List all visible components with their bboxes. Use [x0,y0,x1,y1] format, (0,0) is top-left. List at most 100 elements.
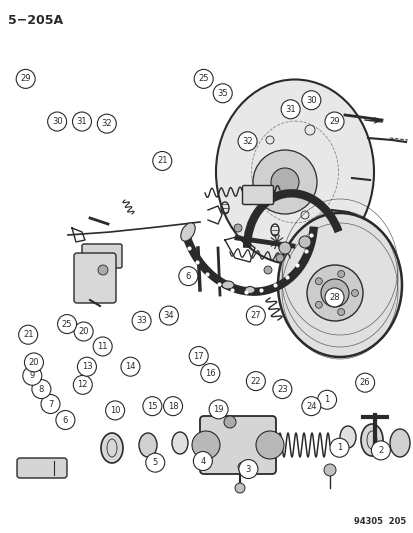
Text: 1: 1 [324,395,329,404]
Text: 9: 9 [30,372,35,380]
Text: 3: 3 [245,465,250,473]
Circle shape [329,438,348,457]
Text: 32: 32 [242,137,252,146]
Circle shape [74,322,93,341]
Circle shape [275,254,283,262]
Ellipse shape [216,79,373,264]
Text: 4: 4 [200,457,205,465]
Text: 21: 21 [23,330,33,339]
Text: 34: 34 [163,311,174,320]
FancyBboxPatch shape [74,253,116,303]
Circle shape [152,151,171,171]
Text: 18: 18 [167,402,178,410]
Circle shape [98,265,108,275]
Circle shape [320,279,348,307]
Circle shape [301,91,320,110]
Circle shape [272,379,291,399]
Circle shape [324,112,343,131]
Text: 31: 31 [285,105,295,114]
Circle shape [23,366,42,385]
Ellipse shape [180,223,195,241]
Text: 6: 6 [63,416,68,424]
Circle shape [194,69,213,88]
Circle shape [47,112,66,131]
Text: 24: 24 [305,402,316,410]
Circle shape [132,311,151,330]
Text: 12: 12 [77,381,88,389]
Text: 25: 25 [62,320,72,328]
Text: 11: 11 [97,342,108,351]
Text: 27: 27 [250,311,261,320]
Text: 14: 14 [125,362,135,371]
Text: 33: 33 [136,317,147,325]
Text: 31: 31 [76,117,87,126]
Circle shape [145,453,164,472]
Circle shape [73,375,92,394]
Circle shape [337,270,344,278]
Circle shape [93,337,112,356]
Ellipse shape [360,424,382,456]
Text: 29: 29 [20,75,31,83]
FancyBboxPatch shape [17,458,67,478]
FancyBboxPatch shape [242,185,273,205]
Circle shape [237,462,247,472]
Ellipse shape [221,281,233,289]
Text: 7: 7 [48,400,53,408]
Circle shape [271,168,298,196]
Text: 1: 1 [336,443,341,452]
Circle shape [121,357,140,376]
FancyBboxPatch shape [199,416,275,474]
Ellipse shape [171,432,188,454]
Text: 30: 30 [52,117,62,126]
Circle shape [317,390,336,409]
Circle shape [97,114,116,133]
Circle shape [370,441,389,460]
Circle shape [200,364,219,383]
Circle shape [246,372,265,391]
Text: 10: 10 [109,406,120,415]
Circle shape [238,459,257,479]
Ellipse shape [277,213,401,357]
Text: 32: 32 [101,119,112,128]
Circle shape [280,100,299,119]
Circle shape [351,289,358,296]
Circle shape [233,224,242,232]
Circle shape [278,242,290,254]
Circle shape [323,464,335,476]
Circle shape [193,451,212,471]
Text: 94305  205: 94305 205 [353,517,405,526]
Text: 29: 29 [328,117,339,126]
Circle shape [77,357,96,376]
Text: 5: 5 [152,458,157,467]
Circle shape [315,278,322,285]
Text: 2: 2 [377,446,382,455]
Ellipse shape [339,426,355,448]
Text: 20: 20 [28,358,39,367]
Circle shape [355,373,374,392]
Circle shape [301,397,320,416]
Text: 16: 16 [204,369,215,377]
Text: 30: 30 [305,96,316,104]
Text: 19: 19 [213,405,223,414]
Circle shape [209,400,228,419]
Circle shape [315,301,322,308]
Circle shape [252,150,316,214]
Ellipse shape [389,429,409,457]
Circle shape [237,132,256,151]
Text: 35: 35 [217,89,228,98]
Circle shape [57,314,76,334]
Circle shape [41,394,60,414]
Circle shape [142,397,161,416]
Ellipse shape [139,433,157,457]
Circle shape [189,346,208,366]
Text: 15: 15 [147,402,157,410]
Circle shape [337,309,344,316]
Text: 20: 20 [78,327,89,336]
Circle shape [263,266,271,274]
Circle shape [72,112,91,131]
Text: 17: 17 [193,352,204,360]
Circle shape [19,325,38,344]
Circle shape [32,379,51,399]
Circle shape [255,431,283,459]
Text: 13: 13 [81,362,92,371]
